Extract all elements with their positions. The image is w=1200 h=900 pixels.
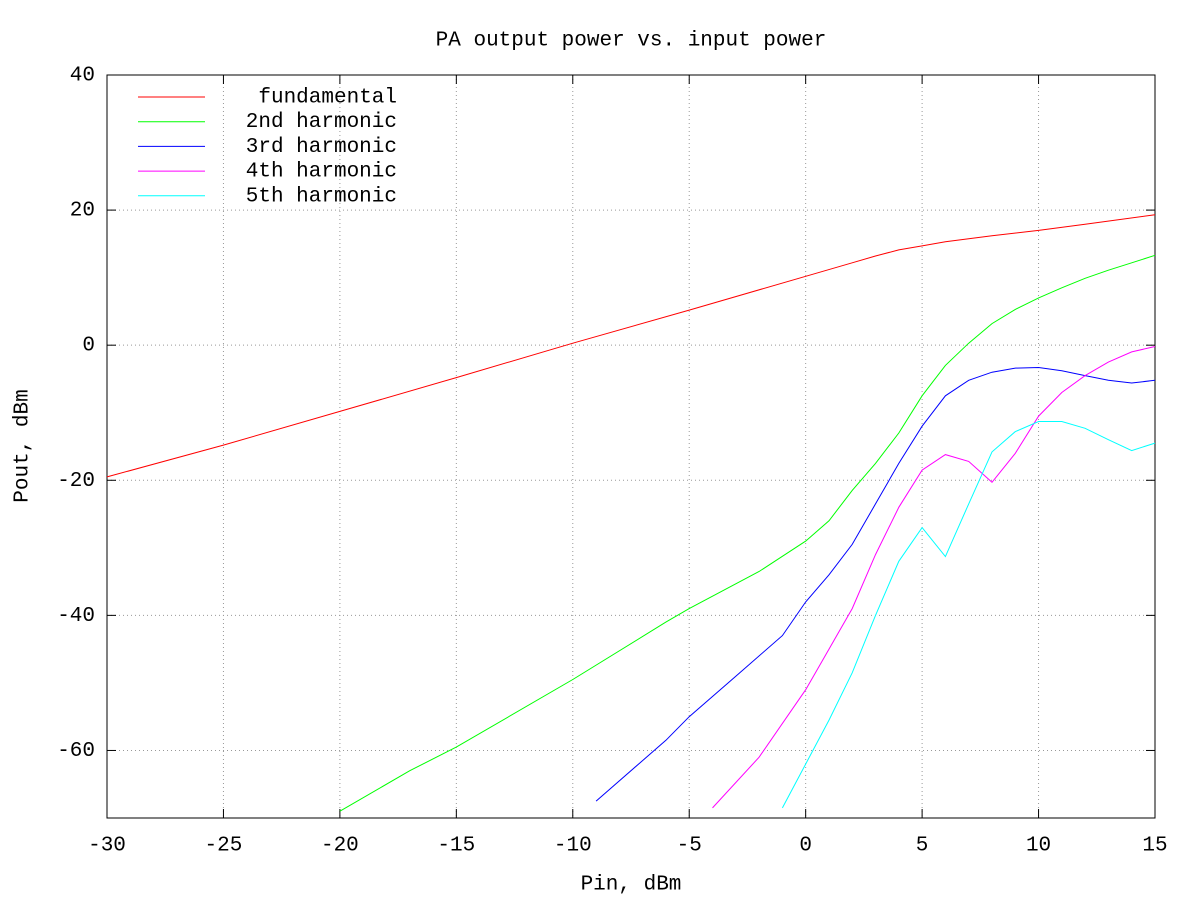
series-line [106,214,1156,478]
x-tick-label: -5 [677,835,702,858]
x-tick-label: -30 [88,835,126,858]
legend-label: 5th harmonic [246,185,397,208]
y-tick-label: -60 [57,740,95,763]
legend-label: 2nd harmonic [246,111,397,134]
x-tick-label: 5 [916,835,929,858]
legend-label: fundamental [258,87,397,110]
plot-frame [106,74,1156,819]
series-line [595,366,1156,802]
x-tick-label: 0 [799,835,812,858]
series-line [339,254,1156,812]
chart-title: PA output power vs. input power [436,30,827,53]
x-tick-label: 10 [1026,835,1051,858]
x-tick-label: -10 [554,835,592,858]
legend-label: 4th harmonic [246,161,397,184]
x-axis-label: Pin, dBm [581,874,682,897]
series-line [781,421,1156,809]
x-tick-label: -25 [205,835,243,858]
x-tick-label: -15 [437,835,475,858]
y-tick-label: 0 [82,335,95,358]
y-tick-label: 40 [70,65,95,88]
x-tick-label: -20 [321,835,359,858]
y-axis-label: Pout, dBm [12,389,35,502]
y-tick-label: -20 [57,470,95,493]
x-tick-label: 15 [1142,835,1167,858]
series-line [712,346,1156,809]
y-tick-label: -40 [57,605,95,628]
legend-label: 3rd harmonic [246,136,397,159]
y-tick-label: 20 [70,200,95,223]
